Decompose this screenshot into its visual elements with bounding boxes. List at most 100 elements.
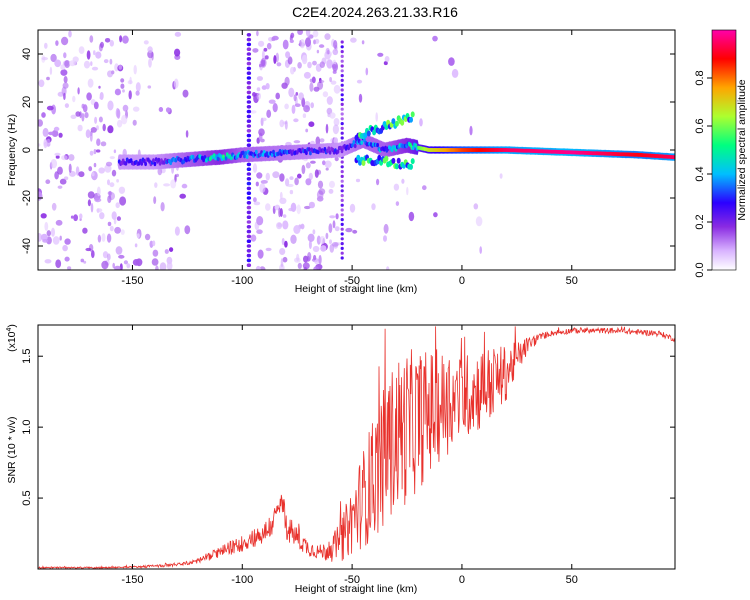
spectrogram-ridge-core xyxy=(639,153,642,157)
x-tick-label: -50 xyxy=(344,275,360,287)
spectrogram-noise-cell xyxy=(44,42,48,49)
spectrogram-noise-cell xyxy=(358,93,363,103)
spectrogram-ridge-core xyxy=(567,150,569,154)
spectrogram-ridge-cell xyxy=(229,155,233,161)
spectrogram-noise-cell xyxy=(308,121,315,127)
snr-frame xyxy=(37,324,676,570)
spectrogram-noise-cell xyxy=(58,132,63,138)
spectrogram-ridge-core xyxy=(570,151,572,154)
spectrogram-ridge-core xyxy=(528,149,531,153)
spectrogram-ridge-core xyxy=(475,148,477,152)
spectrogram-noise-cell xyxy=(61,155,68,161)
spectrogram-ridge-cell xyxy=(245,154,249,159)
spectrogram-noise-cell xyxy=(68,154,75,161)
spectrogram-noise-cell xyxy=(252,48,259,53)
spectrogram-stripe-cell xyxy=(340,59,344,63)
spectrogram-noise-cell xyxy=(46,105,54,111)
spectrogram-noise-cell xyxy=(300,223,305,230)
spectrogram-stripe-cell xyxy=(246,177,252,181)
spectrogram-branch-cell xyxy=(361,160,366,166)
spectrogram-ridge-core xyxy=(628,153,631,156)
spectrogram-noise-cell xyxy=(383,235,387,242)
spectrogram-ridge-core xyxy=(502,148,505,152)
spectrogram-noise-cell xyxy=(96,208,100,213)
spectrogram-noise-cell xyxy=(135,90,140,96)
spectrogram-noise-cell xyxy=(60,69,68,76)
spectrogram-noise-cell xyxy=(289,189,294,195)
spectrogram-ridge-core xyxy=(602,152,605,155)
spectrogram-noise-cell xyxy=(332,220,336,229)
spectrogram-ridge-core xyxy=(478,148,480,152)
spectrogram-noise-cell xyxy=(109,58,113,65)
spectrogram-noise-cell xyxy=(395,201,400,207)
spectrogram-noise-cell xyxy=(276,222,283,230)
spectrogram-noise-cell xyxy=(129,76,132,85)
spectrogram-ridge-core xyxy=(556,150,559,154)
spectrogram-y-ticks: -40 -20 0 20 40 xyxy=(21,48,675,254)
spectrogram-ridge-core xyxy=(459,148,462,152)
spectrogram-ridge-core xyxy=(564,150,566,154)
spectrogram-noise-cell xyxy=(289,39,294,43)
spectrogram-ridge-cell xyxy=(140,161,144,166)
spectrogram-noise-cell xyxy=(304,205,311,210)
spectrogram-ridge-core xyxy=(612,152,614,156)
spectrogram-stripe-cell xyxy=(246,239,252,243)
spectrogram-noise-cell xyxy=(38,191,43,201)
spectrogram-noise-cell xyxy=(82,227,88,234)
spectrogram-noise-cell xyxy=(114,265,121,270)
spectrogram-ridge-core xyxy=(482,148,485,152)
spectrogram-noise-cell xyxy=(299,40,302,47)
spectrogram-ridge-core xyxy=(552,150,554,153)
spectrogram-ridge-core xyxy=(642,153,645,157)
spectrogram-noise-cell xyxy=(252,163,258,173)
spectrogram-noise-cell xyxy=(122,89,125,93)
x-tick-label: -100 xyxy=(231,574,253,586)
spectrogram-branch-cell xyxy=(394,163,399,170)
spectrogram-noise-cell xyxy=(325,232,329,240)
x-tick-label: 0 xyxy=(459,574,465,586)
spectrogram-ridge-core xyxy=(651,154,654,157)
spectrogram-noise-cell xyxy=(152,240,156,247)
spectrogram-noise-cell xyxy=(473,203,479,210)
spectrogram-noise-cell xyxy=(149,240,154,248)
spectrogram-noise-cell xyxy=(303,266,308,270)
spectrogram-noise-cell xyxy=(419,118,423,127)
spectrogram-ridge-core xyxy=(655,154,657,158)
spectrogram-noise-cell xyxy=(305,105,310,110)
spectrogram-noise-cell xyxy=(284,240,288,248)
spectrogram-ridge-core xyxy=(625,153,628,156)
spectrogram-noise-cell xyxy=(371,203,376,211)
spectrogram-noise-cell xyxy=(309,82,314,92)
spectrogram-ridge-core xyxy=(479,148,482,152)
spectrogram-noise-cell xyxy=(132,259,140,266)
spectrogram-noise-cell xyxy=(282,39,289,50)
spectrogram-ridge-core xyxy=(544,150,546,153)
spectrogram-noise-cell xyxy=(44,259,52,264)
spectrogram-noise-cell xyxy=(182,89,189,98)
spectrogram-stripe-cell xyxy=(246,225,252,229)
spectrogram-noise-cell xyxy=(375,112,379,122)
spectrogram-noise-cell xyxy=(55,259,62,269)
spectrogram-stripe-cell xyxy=(246,258,252,263)
spectrogram-ridge-core xyxy=(658,154,660,158)
spectrogram-noise-cell xyxy=(333,40,338,49)
spectrogram-noise-cell xyxy=(384,56,390,63)
spectrogram-noise-cell xyxy=(91,250,95,259)
spectrogram-noise-cell xyxy=(99,212,105,220)
spectrogram-noise-cell xyxy=(285,178,290,187)
spectrogram-noise-cell xyxy=(107,221,112,227)
spectrogram-noise-cell xyxy=(376,178,380,186)
spectrogram-ridge-core xyxy=(631,153,634,156)
spectrogram-noise-cell xyxy=(325,167,329,171)
spectrogram-branch-cell xyxy=(356,154,361,161)
spectrogram-ridge-core xyxy=(595,151,597,155)
spectrogram-noise-cell xyxy=(40,233,48,241)
spectrogram-ridge-core xyxy=(587,151,589,155)
spectrogram-ridge-core xyxy=(507,148,509,152)
spectrogram-noise-cell xyxy=(256,76,263,81)
spectrogram-noise-cell xyxy=(107,179,110,186)
spectrogram-ridge-core xyxy=(618,152,620,156)
spectrogram-noise-cell xyxy=(160,202,165,212)
spectrogram-noise-cell xyxy=(312,60,317,66)
spectrogram-stripe-cell xyxy=(340,184,344,188)
